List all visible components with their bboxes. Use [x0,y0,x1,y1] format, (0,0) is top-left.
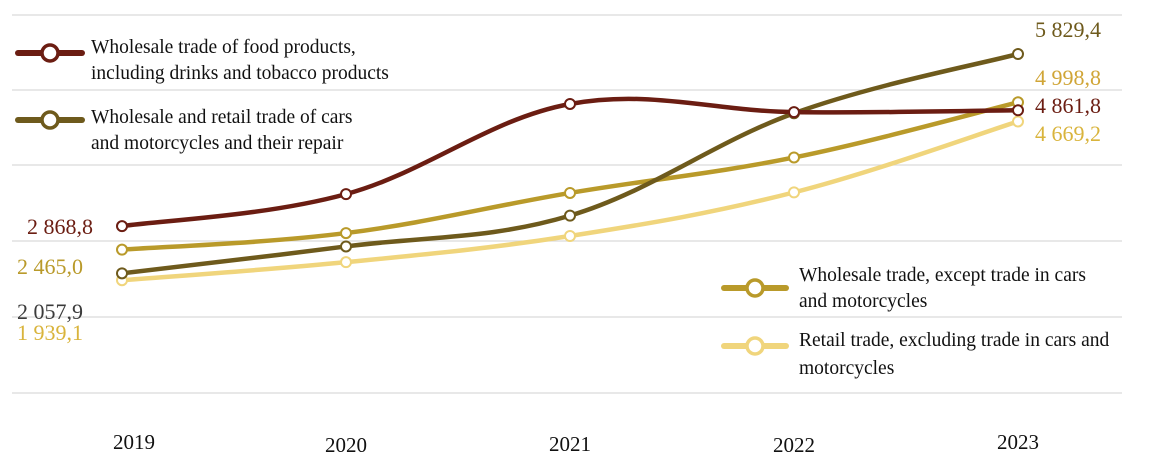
series-1-point-0 [116,267,128,280]
series-0-point-2 [564,97,576,110]
series-1-point-4 [1012,47,1024,60]
data-label-first-series-0: 2 868,8 [27,214,93,239]
series-markers [116,47,1024,287]
legend-swatch-marker [40,110,60,130]
legend-swatch-marker [745,278,765,298]
series-3-point-1 [340,256,352,269]
data-label-last-series-0: 4 861,8 [1035,93,1101,118]
legend-text-line-1: including drinks and tobacco products [91,63,389,84]
data-label-last-series-1: 5 829,4 [1035,17,1101,42]
legend-item-1: Wholesale and retail trade of cars and mo… [15,107,353,154]
legend: Wholesale trade of food products, includi… [15,37,1109,379]
data-label-last-series-2: 4 998,8 [1035,65,1101,90]
legend-text-line-1: motorcycles [799,358,894,379]
legend-item-2: Wholesale trade, except trade in cars and… [721,265,1086,312]
data-label-first-series-3: 1 939,1 [17,320,83,345]
legend-text-line-1: and motorcycles and their repair [91,133,344,154]
x-tick-label-2021: 2021 [549,432,591,456]
series-0-point-1 [340,188,352,201]
series-3-point-4 [1012,115,1024,128]
series-2-point-0 [116,243,128,256]
legend-text-line-0: Wholesale trade of food products, [91,37,356,58]
x-tick-label-2020: 2020 [325,433,367,457]
series-0-point-3 [788,106,800,119]
series-3-point-2 [564,229,576,242]
legend-swatch-marker [40,43,60,63]
x-tick-label-2019: 2019 [113,430,155,454]
data-label-first-series-2: 2 465,0 [17,254,83,279]
series-2-point-2 [564,186,576,199]
legend-swatch-marker [745,336,765,356]
data-label-last-series-3: 4 669,2 [1035,121,1101,146]
x-tick-label-2023: 2023 [997,430,1039,454]
gridlines [12,14,1122,394]
legend-text-line-0: Wholesale trade, except trade in cars [799,265,1086,286]
legend-item-0: Wholesale trade of food products, includi… [15,37,389,84]
series-0-point-4 [1012,104,1024,117]
legend-text-line-0: Wholesale and retail trade of cars [91,107,353,128]
data-label-first-series-1: 2 057,9 [17,299,83,324]
x-axis: 2019 2020 2021 2022 2023 [113,430,1039,457]
series-lines [119,51,1021,283]
data-labels: 2 868,8 2 465,0 2 057,91 939,1 5 829,4 4 998… [17,17,1101,345]
series-2-point-1 [340,227,352,240]
series-0-point-0 [116,220,128,233]
legend-text-line-1: and motorcycles [799,291,927,312]
series-1-point-1 [340,240,352,253]
legend-text-line-0: Retail trade, excluding trade in cars an… [799,330,1109,351]
series-3-point-3 [788,186,800,199]
x-tick-label-2022: 2022 [773,433,815,457]
series-1-point-2 [564,209,576,222]
series-2-point-3 [788,151,800,164]
legend-item-3: Retail trade, excluding trade in cars an… [721,330,1109,379]
